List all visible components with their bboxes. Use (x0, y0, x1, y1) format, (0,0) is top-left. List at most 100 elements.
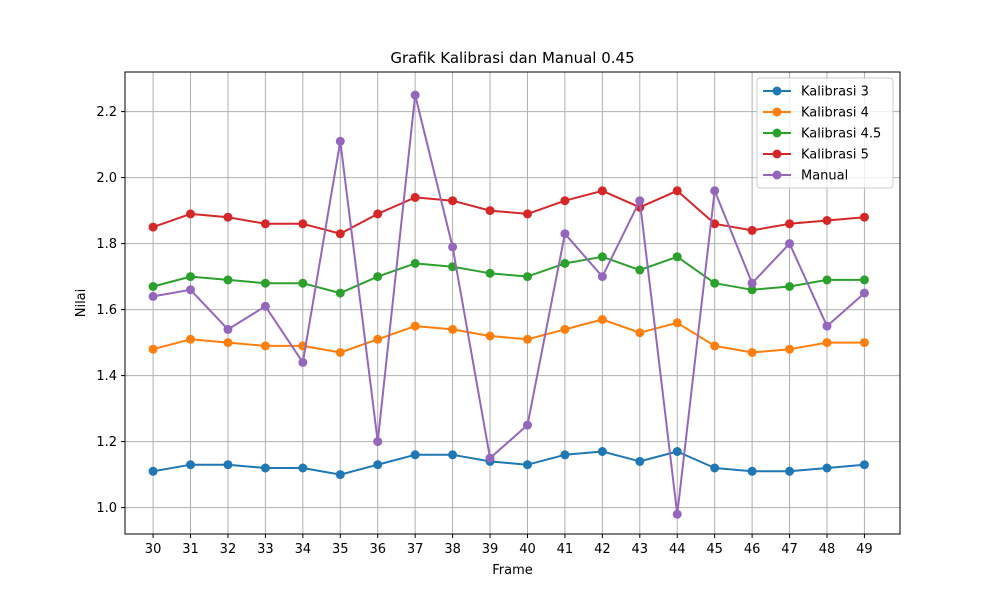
legend-label: Kalibrasi 3 (801, 85, 869, 100)
data-point (522, 209, 532, 219)
data-point (822, 338, 832, 348)
data-point (410, 192, 420, 202)
series-kalibrasi-4-5 (148, 252, 869, 298)
data-point (223, 212, 233, 222)
data-point (223, 460, 233, 470)
data-point (710, 186, 720, 196)
data-point (485, 268, 495, 278)
data-point (635, 196, 645, 206)
data-point (148, 282, 158, 291)
data-point (260, 301, 270, 311)
data-point (335, 470, 345, 480)
data-point (373, 460, 383, 470)
x-tick-label: 45 (706, 542, 723, 557)
x-tick-label: 31 (182, 542, 199, 557)
series-kalibrasi-3 (148, 447, 869, 480)
legend-marker (772, 170, 782, 180)
legend-item: Kalibrasi 4.5 (763, 127, 881, 142)
data-point (373, 209, 383, 219)
x-tick-label: 47 (781, 542, 798, 557)
series-kalibrasi-4 (148, 315, 869, 357)
data-point (260, 463, 270, 473)
data-point (148, 291, 158, 301)
data-point (747, 466, 757, 476)
data-point (335, 288, 345, 298)
data-point (597, 252, 607, 262)
data-point (635, 328, 645, 338)
data-point (448, 450, 458, 460)
legend-box (756, 77, 894, 189)
data-point (373, 437, 383, 447)
x-tick-label: 35 (332, 542, 349, 557)
data-point (186, 334, 196, 344)
data-point (710, 341, 720, 351)
data-point (186, 460, 196, 470)
data-point (448, 196, 458, 206)
data-point (186, 272, 196, 282)
data-point (335, 348, 345, 357)
y-tick-label: 2.2 (96, 105, 117, 120)
data-point (560, 229, 570, 239)
data-point (560, 196, 570, 206)
data-point (859, 212, 869, 222)
legend-item: Kalibrasi 4 (763, 106, 869, 121)
data-point (822, 275, 832, 285)
legend-item: Kalibrasi 5 (763, 148, 869, 163)
data-point (223, 338, 233, 348)
y-tick-label: 1.0 (96, 501, 117, 516)
data-point (710, 463, 720, 473)
data-point (822, 321, 832, 331)
data-point (335, 229, 345, 239)
data-point (485, 206, 495, 216)
data-point (448, 324, 458, 334)
data-point (373, 334, 383, 344)
data-point (859, 460, 869, 470)
data-point (148, 222, 158, 232)
plot-area-frame (124, 71, 901, 535)
data-point (186, 285, 196, 295)
legend-marker (772, 86, 782, 96)
legend-label: Manual (801, 169, 848, 184)
data-point (223, 324, 233, 334)
data-point (672, 186, 682, 196)
legend-marker (772, 107, 782, 117)
x-tick-label: 40 (519, 542, 536, 557)
data-point (859, 288, 869, 298)
data-point (335, 136, 345, 146)
data-point (747, 225, 757, 235)
x-tick-label: 30 (145, 542, 162, 557)
data-point (635, 456, 645, 466)
data-point (859, 338, 869, 348)
chart-title: Grafik Kalibrasi dan Manual 0.45 (390, 49, 634, 67)
x-tick-label: 48 (819, 542, 836, 557)
y-tick-label: 1.2 (96, 435, 117, 450)
x-tick-label: 36 (369, 542, 386, 557)
y-tick-label: 1.4 (96, 369, 117, 384)
data-point (822, 463, 832, 473)
x-tick-label: 43 (632, 542, 649, 557)
data-point (747, 285, 757, 295)
y-tick-label: 1.8 (96, 237, 117, 252)
data-point (148, 344, 158, 354)
data-point (859, 275, 869, 285)
x-tick-label: 46 (744, 542, 761, 557)
data-point (710, 278, 720, 288)
y-tick-label: 2.0 (96, 171, 117, 186)
x-tick-label: 34 (295, 542, 312, 557)
data-point (298, 278, 308, 288)
data-point (260, 219, 270, 229)
series-line (152, 255, 865, 295)
x-tick-label: 44 (669, 542, 686, 557)
data-point (148, 466, 158, 476)
series-kalibrasi-5 (148, 186, 869, 239)
data-point (785, 344, 795, 354)
data-point (260, 278, 270, 288)
data-point (522, 334, 532, 344)
data-point (522, 420, 532, 430)
data-point (223, 275, 233, 285)
x-axis-label: Frame (492, 563, 533, 578)
data-point (560, 324, 570, 334)
x-tick-label: 37 (407, 542, 424, 557)
legend-item: Kalibrasi 3 (763, 85, 869, 100)
